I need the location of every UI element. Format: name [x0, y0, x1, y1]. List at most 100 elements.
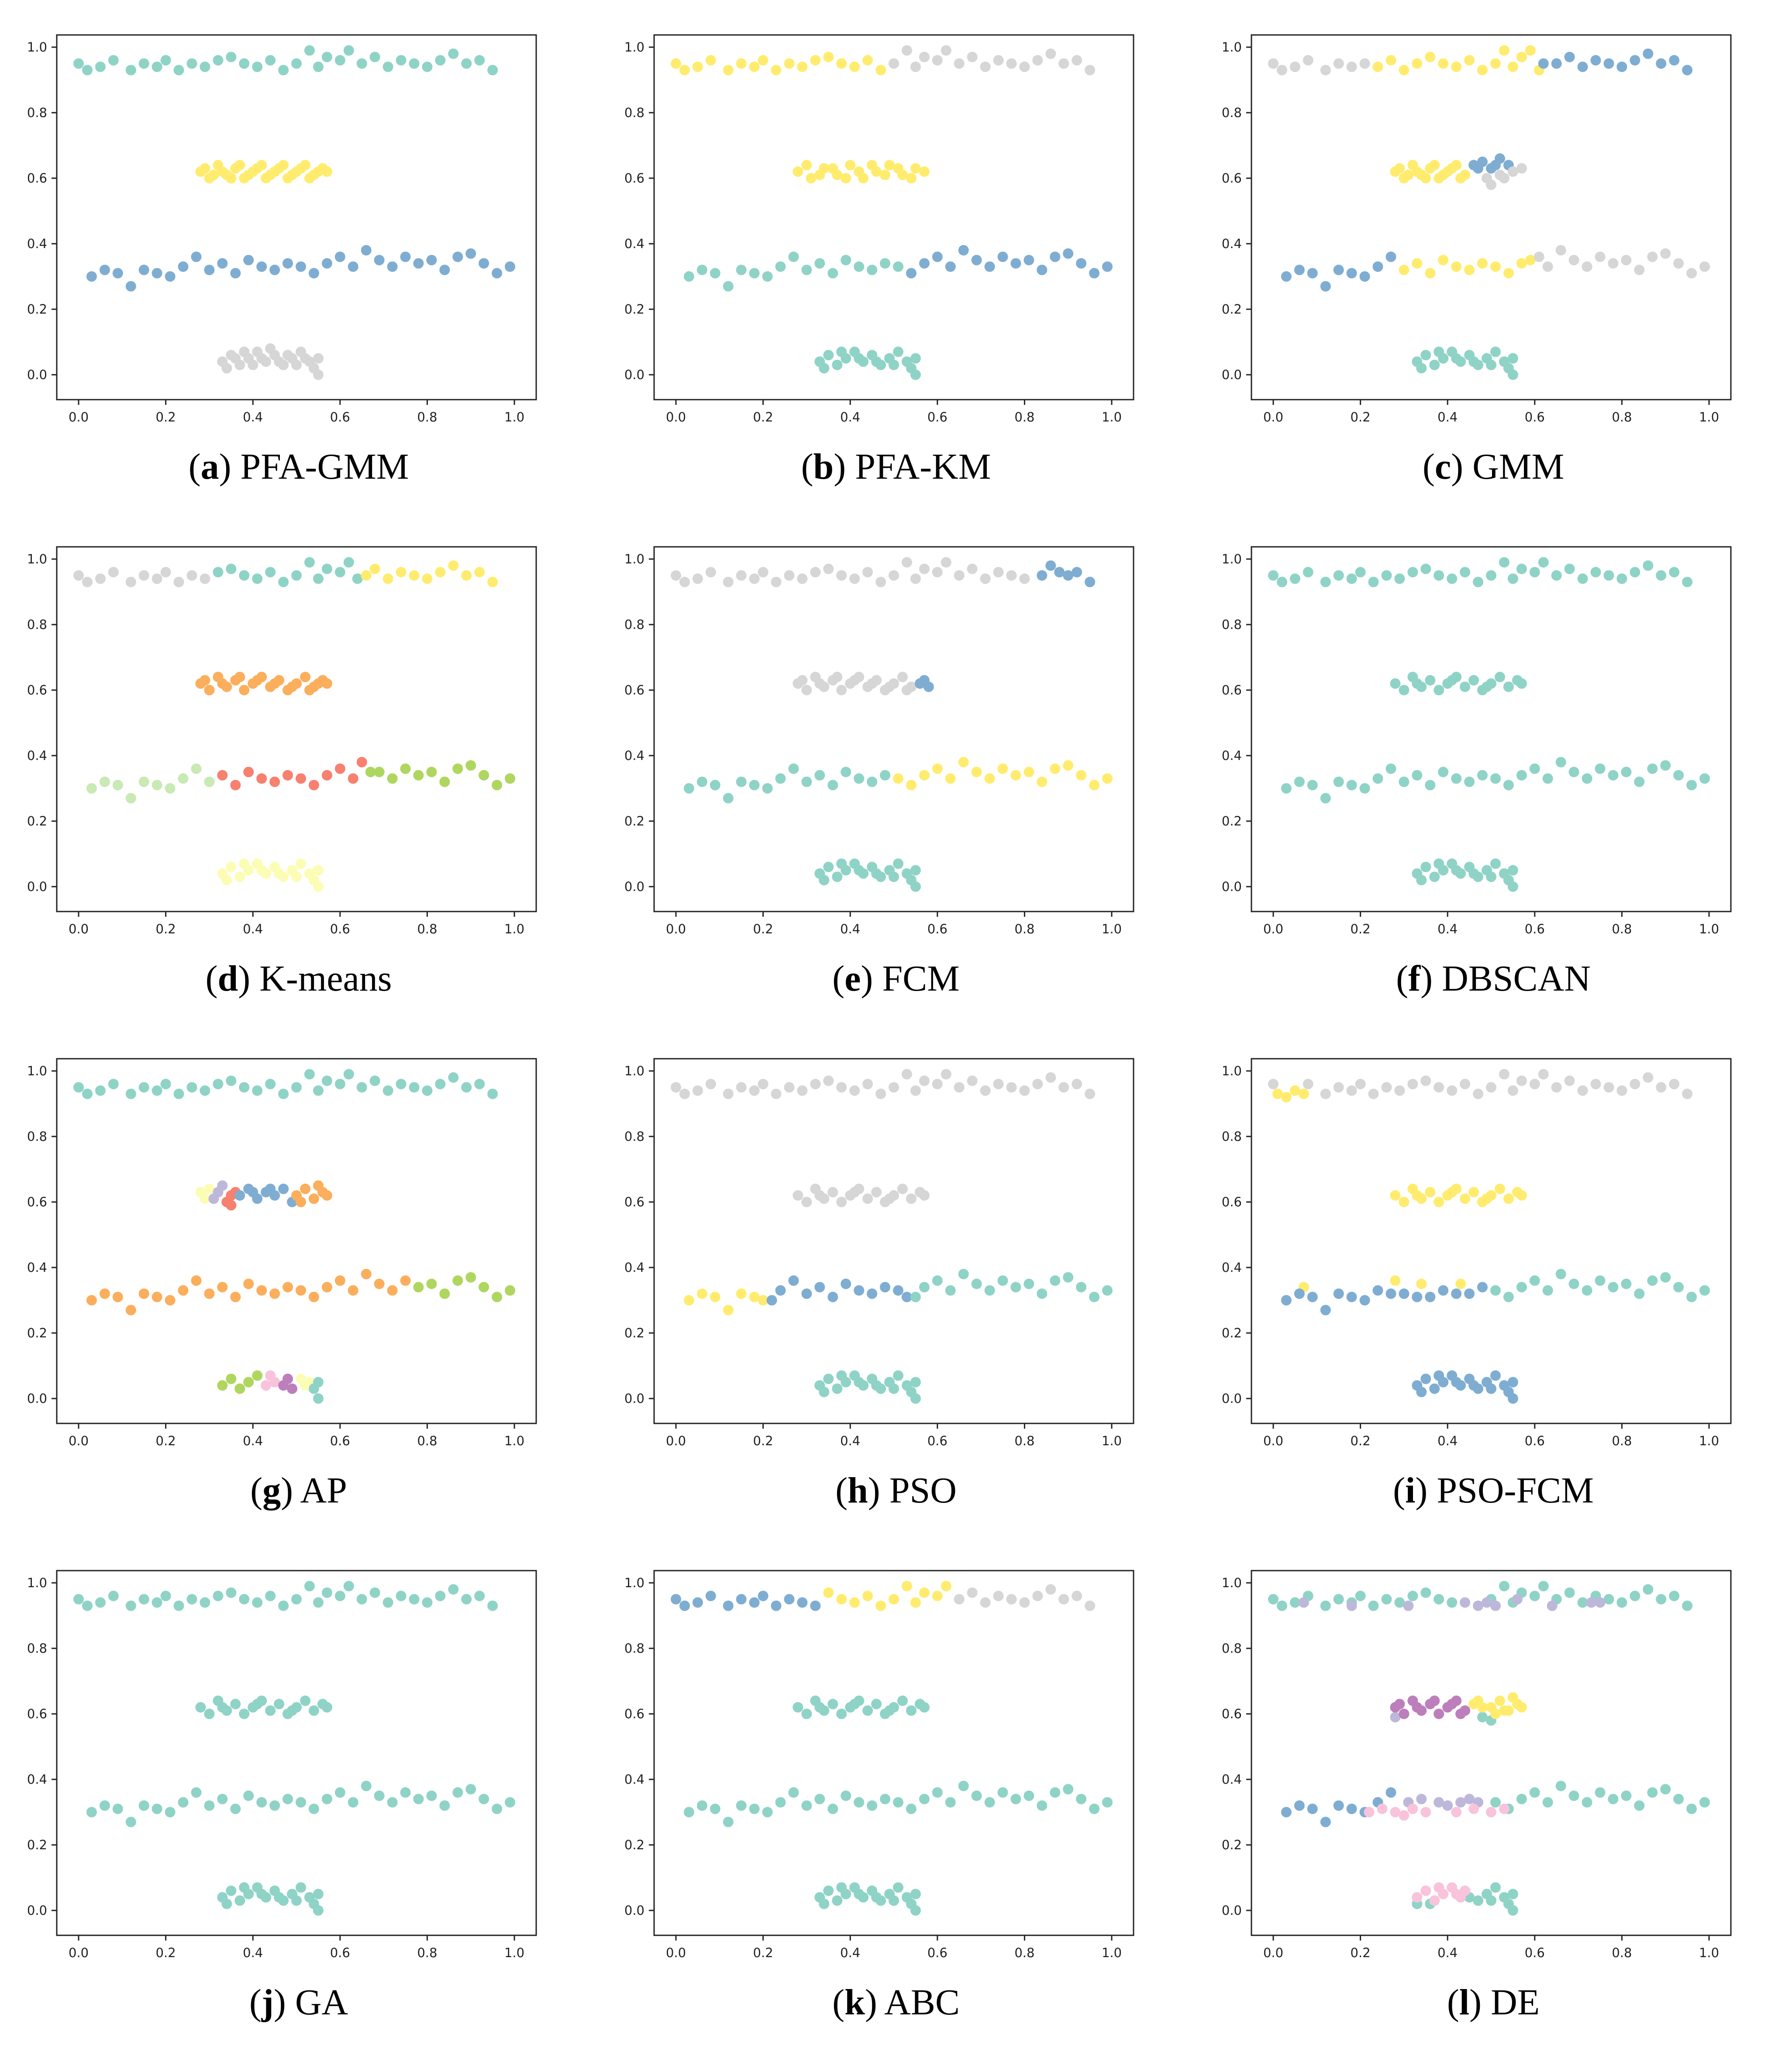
data-point: [186, 58, 197, 69]
data-point: [1289, 62, 1300, 72]
data-point: [1608, 1282, 1619, 1292]
data-point: [1503, 1292, 1514, 1302]
data-point: [73, 1082, 84, 1093]
series-4: [683, 1696, 1113, 1916]
data-point: [1447, 573, 1458, 584]
data-point: [321, 1075, 332, 1086]
data-point: [1499, 1069, 1509, 1080]
data-point: [474, 567, 485, 577]
series-5: [683, 763, 890, 804]
data-point: [252, 1597, 263, 1608]
data-point: [1486, 1895, 1496, 1906]
data-point: [1490, 1600, 1501, 1611]
x-tick-label: 0.4: [1437, 1433, 1458, 1448]
series-1: [73, 1581, 515, 1916]
data-point: [278, 1088, 289, 1099]
data-point: [396, 1591, 407, 1601]
data-point: [1377, 1803, 1388, 1814]
data-point: [867, 265, 878, 275]
data-point: [1412, 1190, 1423, 1201]
data-point: [1412, 1892, 1423, 1903]
data-point: [287, 169, 297, 180]
data-point: [1582, 1285, 1592, 1296]
data-point: [313, 881, 324, 892]
data-point: [1621, 1278, 1632, 1289]
data-point: [178, 1285, 189, 1296]
data-point: [1281, 783, 1292, 794]
data-point: [274, 868, 285, 879]
data-point: [204, 1184, 215, 1194]
data-point: [217, 770, 228, 781]
series-4: [195, 672, 332, 695]
data-point: [400, 763, 411, 774]
data-point: [1333, 1082, 1344, 1093]
data-point: [221, 875, 232, 885]
data-point: [452, 1275, 463, 1286]
data-point: [1495, 1184, 1505, 1194]
data-point: [1024, 767, 1034, 777]
data-point: [762, 271, 773, 282]
data-point: [901, 1292, 912, 1302]
data-point: [1089, 268, 1100, 279]
y-tick-label: 0.2: [27, 302, 47, 317]
data-point: [901, 1069, 912, 1080]
data-point: [1072, 1591, 1082, 1601]
data-point: [221, 363, 232, 373]
scatter-plot-f: 0.0 0.2 0.4 0.6 0.8 1.0 0.0 0.2 0.4 0.6 0.8 1.0: [1222, 546, 1732, 936]
data-point: [474, 1079, 485, 1089]
caption-letter: e: [844, 958, 861, 999]
series-7: [1281, 252, 1396, 292]
x-tick-label: 0.8: [417, 1945, 437, 1960]
data-point: [112, 268, 123, 279]
data-point: [409, 570, 420, 581]
x-tick-label: 1.0: [1102, 410, 1122, 425]
x-tick-label: 0.8: [1014, 1433, 1034, 1448]
data-point: [304, 557, 315, 568]
data-point: [1682, 1600, 1693, 1611]
caption-method: AP: [300, 1470, 347, 1511]
data-point: [1346, 268, 1357, 279]
data-point: [1277, 1600, 1287, 1611]
data-point: [923, 681, 934, 692]
data-point: [186, 1594, 197, 1605]
data-point: [108, 567, 119, 577]
data-point: [1045, 48, 1056, 59]
data-point: [1507, 573, 1518, 584]
series-4: [217, 343, 324, 380]
data-point: [383, 1085, 393, 1096]
data-point: [1076, 258, 1087, 269]
data-point: [252, 163, 263, 174]
data-point: [287, 1383, 297, 1394]
data-point: [1568, 767, 1579, 777]
data-point: [884, 681, 895, 692]
data-point: [1451, 865, 1462, 876]
data-point: [867, 678, 878, 689]
data-point: [862, 1193, 873, 1204]
data-point: [1542, 1285, 1553, 1296]
data-point: [945, 1285, 956, 1296]
data-point: [906, 268, 917, 279]
data-point: [1281, 1807, 1292, 1817]
data-point: [1058, 1082, 1069, 1093]
data-point: [1490, 1285, 1501, 1296]
data-point: [1647, 252, 1658, 262]
data-point: [239, 346, 250, 357]
x-tick-label: 0.0: [69, 1945, 89, 1960]
data-point: [461, 570, 472, 581]
data-point: [1516, 1075, 1527, 1086]
data-point: [461, 1082, 472, 1093]
data-point: [186, 1082, 197, 1093]
data-point: [854, 1285, 865, 1296]
series-2: [889, 45, 1096, 76]
y-tick-label: 0.8: [27, 105, 47, 120]
data-point: [1412, 1702, 1423, 1713]
data-point: [283, 1374, 293, 1384]
y-tick-label: 0.8: [27, 617, 47, 632]
y-tick-label: 0.6: [27, 1195, 47, 1209]
data-point: [1298, 1597, 1309, 1608]
data-point: [1447, 1085, 1458, 1096]
data-point: [1568, 255, 1579, 266]
caption-method: DBSCAN: [1442, 958, 1591, 999]
data-point: [1394, 1699, 1405, 1710]
data-point: [1076, 1282, 1087, 1292]
